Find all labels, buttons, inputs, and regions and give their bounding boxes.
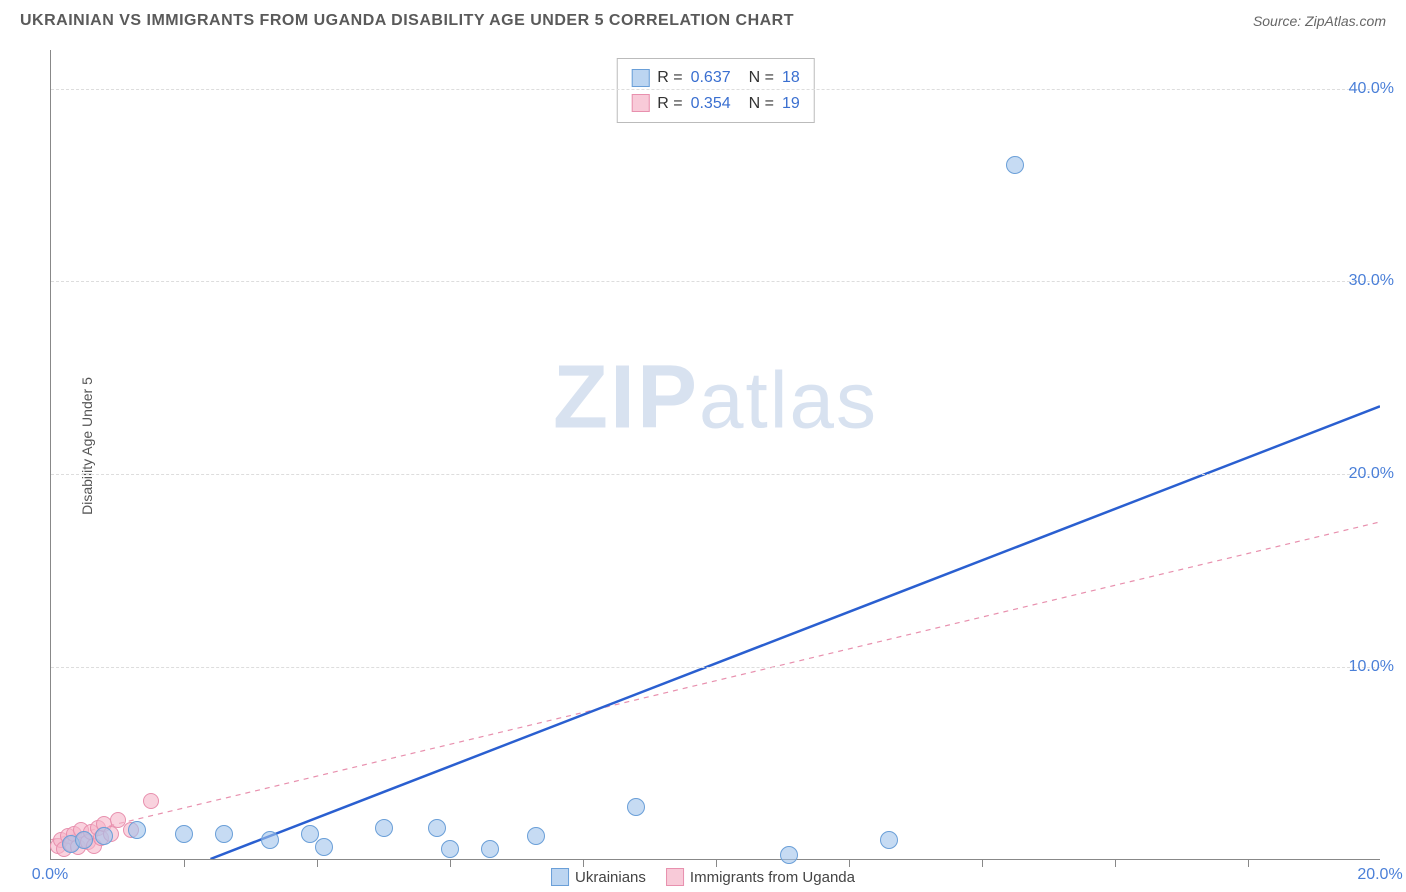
scatter-point [128,821,146,839]
legend-label-uganda: Immigrants from Uganda [690,869,855,886]
scatter-point [441,840,459,858]
trend-line-pink [51,522,1380,840]
x-tick [1248,859,1249,867]
watermark-zip: ZIP [553,347,699,447]
grid-line-h [51,281,1380,282]
chart-plot-area: ZIPatlas R = 0.637 N = 18 R = 0.354 N = … [50,50,1380,860]
scatter-point [481,840,499,858]
chart-source: Source: ZipAtlas.com [1253,13,1386,29]
x-tick [716,859,717,867]
grid-line-h [51,667,1380,668]
scatter-point [75,831,93,849]
x-tick [1115,859,1116,867]
watermark-atlas: atlas [699,355,878,444]
scatter-point [375,819,393,837]
y-tick-label: 30.0% [1349,272,1394,290]
n-label: N = [749,91,774,117]
scatter-point [261,831,279,849]
scatter-point [1006,156,1024,174]
chart-header: UKRAINIAN VS IMMIGRANTS FROM UGANDA DISA… [0,0,1406,38]
y-tick-label: 20.0% [1349,465,1394,483]
trend-lines-svg [51,50,1380,859]
r-label: R = [657,65,682,91]
legend-stats-row-blue: R = 0.637 N = 18 [631,65,800,91]
scatter-point [780,846,798,864]
chart-title: UKRAINIAN VS IMMIGRANTS FROM UGANDA DISA… [20,12,794,30]
legend-stats-box: R = 0.637 N = 18 R = 0.354 N = 19 [616,58,815,123]
x-tick-label: 20.0% [1357,866,1402,884]
scatter-point [880,831,898,849]
r-value-pink: 0.354 [691,91,731,117]
y-tick-label: 10.0% [1349,658,1394,676]
watermark: ZIPatlas [553,346,878,449]
x-tick [849,859,850,867]
n-label: N = [749,65,774,91]
scatter-point [95,827,113,845]
legend-item-ukrainians: Ukrainians [551,868,646,886]
scatter-point [315,838,333,856]
x-tick [583,859,584,867]
y-tick-label: 40.0% [1349,80,1394,98]
swatch-pink-icon [666,868,684,886]
scatter-point [428,819,446,837]
legend-stats-row-pink: R = 0.354 N = 19 [631,91,800,117]
r-value-blue: 0.637 [691,65,731,91]
swatch-pink-icon [631,94,649,112]
x-tick-label: 0.0% [32,866,68,884]
legend-label-ukrainians: Ukrainians [575,869,646,886]
x-tick [450,859,451,867]
grid-line-h [51,474,1380,475]
scatter-point [627,798,645,816]
scatter-point [527,827,545,845]
swatch-blue-icon [551,868,569,886]
x-tick [982,859,983,867]
scatter-point [175,825,193,843]
swatch-blue-icon [631,69,649,87]
r-label: R = [657,91,682,117]
grid-line-h [51,89,1380,90]
legend-item-uganda: Immigrants from Uganda [666,868,855,886]
scatter-point [215,825,233,843]
legend-series: Ukrainians Immigrants from Uganda [551,868,855,886]
x-tick [184,859,185,867]
x-tick [317,859,318,867]
scatter-point [143,793,159,809]
n-value-blue: 18 [782,65,800,91]
n-value-pink: 19 [782,91,800,117]
